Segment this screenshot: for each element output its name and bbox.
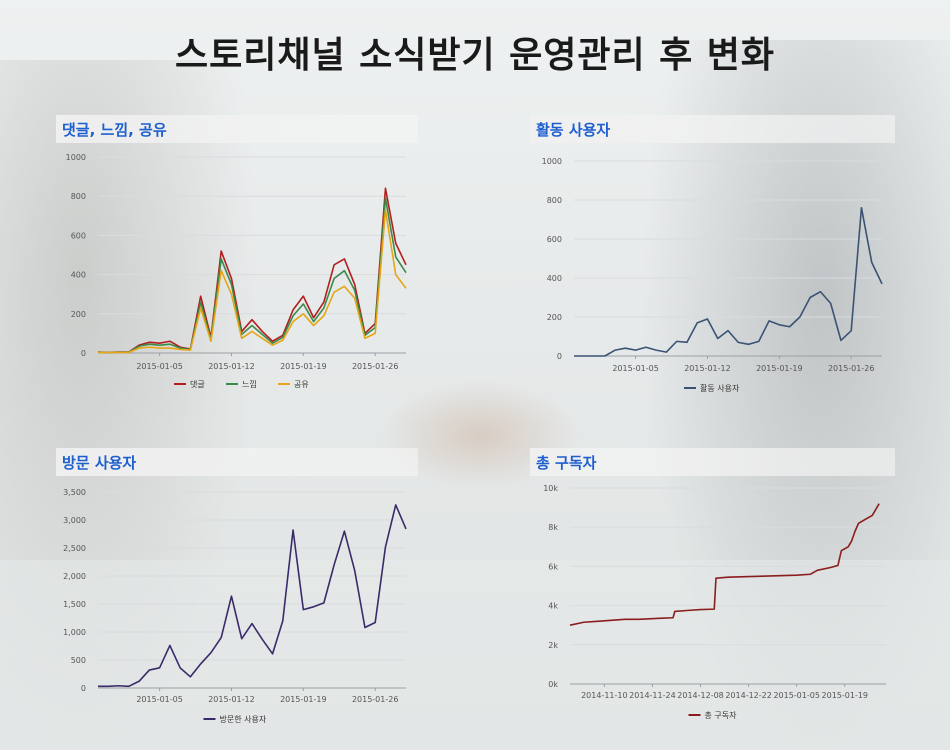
chart-title: 댓글, 느낌, 공유 [62,121,167,139]
legend-label: 방문한 사용자 [220,714,267,724]
y-tick-label: 0 [81,349,86,358]
x-tick-label: 2015-01-05 [773,691,820,700]
line-chart-active-users: 0 200 400 600 800 1000 2015-01-05 2015-01-12 201… [542,157,883,393]
y-tick-label: 3,500 [63,488,86,497]
y-tick-label: 0 [81,684,86,693]
chart-title: 방문 사용자 [62,454,137,472]
x-tick-label: 2015-01-19 [280,695,327,704]
y-tick-label: 1,000 [63,628,86,637]
x-tick-label: 2014-12-22 [725,691,772,700]
series-line [569,503,880,626]
x-tick-label: 2015-01-12 [208,695,255,704]
chart-title: 총 구독자 [536,454,597,472]
series-line [98,504,407,688]
series-line [97,197,407,354]
y-tick-label: 1000 [66,153,86,162]
legend-label: 댓글 [190,379,205,389]
y-tick-label: 200 [547,313,562,322]
y-tick-label: 500 [71,656,86,665]
x-tick-label: 2014-11-10 [581,691,628,700]
y-tick-label: 400 [71,271,86,280]
y-tick-label: 2,500 [63,544,86,553]
y-tick-label: 4k [548,602,558,611]
chart-header: 방문 사용자 [56,448,418,476]
x-tick-label: 2015-01-26 [352,695,399,704]
series-line [97,187,407,354]
chart-header: 총 구독자 [530,448,895,476]
y-tick-label: 3,000 [63,516,86,525]
series-line [574,207,883,357]
x-tick-label: 2015-01-19 [280,362,327,371]
y-tick-label: 0 [557,352,562,361]
y-tick-label: 10k [543,484,558,493]
x-tick-label: 2015-01-19 [822,691,869,700]
y-tick-label: 2,000 [63,572,86,581]
y-tick-label: 400 [547,274,562,283]
chart-panel-comments-likes-shares: 댓글, 느낌, 공유 0 200 400 600 800 1000 2015-01-05 20… [56,115,418,405]
x-tick-label: 2014-11-24 [629,691,676,700]
chart-title: 활동 사용자 [536,121,611,139]
y-tick-label: 800 [71,192,86,201]
x-tick-label: 2015-01-12 [684,364,731,373]
chart-panel-active-users: 활동 사용자 0 200 400 600 800 1000 2015-01-05 2015-0… [530,115,895,405]
y-tick-label: 600 [547,235,562,244]
page-title: 스토리채널 소식받기 운영관리 후 변화 [174,35,776,76]
legend-label: 느낌 [242,379,257,389]
chart-panel-total-subscribers: 총 구독자 0k 2k 4k 6k 8k 10k 2014-11-10 2014-11-24 2… [530,448,895,740]
chart-panel-visitors: 방문 사용자 0 500 1,000 1,500 2,000 2,500 3,000 3,50… [56,448,418,740]
line-chart-comments-likes-shares: 0 200 400 600 800 1000 2015-01-05 2015-01-12 201… [66,153,407,389]
line-chart-visitors: 0 500 1,000 1,500 2,000 2,500 3,000 3,500 2015-0… [63,488,407,724]
x-tick-label: 2015-01-19 [756,364,803,373]
legend-label: 총 구독자 [705,711,738,720]
chart-header: 댓글, 느낌, 공유 [56,115,418,143]
legend-label: 활동 사용자 [700,383,740,393]
y-tick-label: 800 [547,196,562,205]
x-tick-label: 2015-01-05 [136,362,183,371]
y-tick-label: 1000 [542,157,562,166]
y-tick-label: 600 [71,231,86,240]
x-tick-label: 2015-01-12 [208,362,255,371]
y-tick-label: 200 [71,310,86,319]
x-tick-label: 2014-12-08 [677,691,724,700]
chart-header: 활동 사용자 [530,115,895,143]
x-tick-label: 2015-01-05 [136,695,183,704]
x-tick-label: 2015-01-05 [612,364,659,373]
y-tick-label: 1,500 [63,600,86,609]
series-line [97,209,407,354]
y-tick-label: 2k [548,641,558,650]
x-tick-label: 2015-01-26 [352,362,399,371]
y-tick-label: 8k [548,523,558,532]
background-desk [0,560,950,750]
x-tick-label: 2015-01-26 [828,364,875,373]
y-tick-label: 0k [548,680,558,689]
legend-label: 공유 [294,380,309,389]
y-tick-label: 6k [548,562,558,571]
